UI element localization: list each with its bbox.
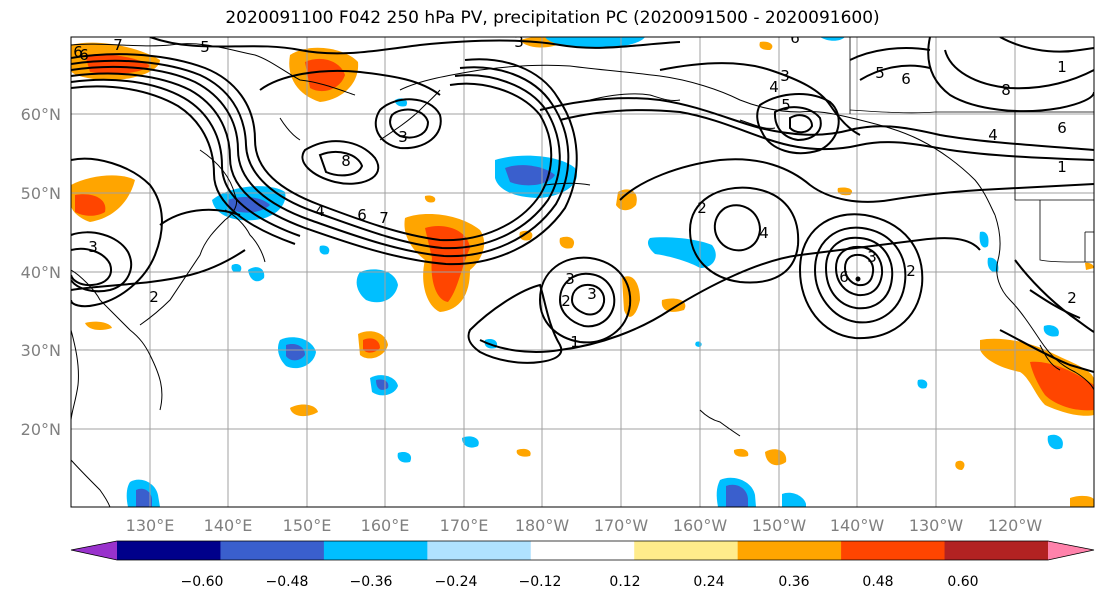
graticule bbox=[71, 37, 1094, 507]
contour-label: 4 bbox=[315, 202, 325, 220]
contour-label: 2 bbox=[149, 288, 159, 306]
colorbar-tick-label: 0.24 bbox=[693, 574, 724, 590]
contour-label: 1 bbox=[570, 333, 580, 351]
contour-label: 3 bbox=[514, 33, 524, 51]
pv-contours bbox=[71, 37, 1094, 373]
colorbar-tick-label: 0.36 bbox=[778, 574, 809, 590]
contour-label: 2 bbox=[697, 199, 707, 217]
colorbar-ticks: −0.60 −0.48 −0.36 −0.24 −0.12 0.12 0.24 … bbox=[181, 574, 979, 590]
contour-label: 7 bbox=[113, 36, 123, 54]
lon-label: 170°W bbox=[594, 516, 649, 535]
colorbar-tick-label: 0.12 bbox=[609, 574, 640, 590]
contour-label: 4 bbox=[988, 126, 998, 144]
colorbar-extend-right bbox=[1048, 541, 1094, 560]
lon-label: 130°E bbox=[126, 516, 175, 535]
precip-negative-patches bbox=[126, 37, 1063, 507]
lon-label: 180°W bbox=[515, 516, 570, 535]
contour-label: 6 bbox=[357, 206, 367, 224]
colorbar-extend-left bbox=[71, 541, 117, 560]
contour-label: 2 bbox=[561, 292, 571, 310]
contour-label: 2 bbox=[1067, 289, 1077, 307]
lon-label: 160°E bbox=[361, 516, 410, 535]
lon-label: 130°W bbox=[909, 516, 964, 535]
colorbar-swatch bbox=[323, 541, 428, 560]
colorbar-swatch bbox=[634, 541, 739, 560]
contour-label: 2 bbox=[906, 262, 916, 280]
contour-label: 3 bbox=[398, 128, 408, 146]
contour-label: 5 bbox=[781, 96, 791, 114]
colorbar-tick-label: −0.60 bbox=[181, 574, 224, 590]
latitude-axis: 60°N 50°N 40°N 30°N 20°N bbox=[21, 105, 61, 439]
colorbar-swatch bbox=[737, 541, 842, 560]
contour-label: 5 bbox=[200, 38, 210, 56]
colorbar-swatch bbox=[530, 541, 635, 560]
contour-label: 6 bbox=[790, 29, 800, 47]
contour-label: 1 bbox=[1057, 158, 1067, 176]
lat-label: 60°N bbox=[21, 105, 61, 124]
lon-label: 170°E bbox=[440, 516, 489, 535]
lon-label: 160°W bbox=[673, 516, 728, 535]
colorbar-tick-label: 0.48 bbox=[862, 574, 893, 590]
lon-label: 140°E bbox=[204, 516, 253, 535]
contour-label: 8 bbox=[1001, 81, 1011, 99]
contour-label: 6 bbox=[901, 70, 911, 88]
lat-label: 20°N bbox=[21, 420, 61, 439]
map-panel: 6 7 5 3 6 1 8 5 6 4 6 1 4 8 3 4 6 7 2 4 bbox=[70, 29, 1095, 508]
colorbar-tick-label: −0.24 bbox=[435, 574, 478, 590]
map-title: 2020091100 F042 250 hPa PV, precipitatio… bbox=[225, 8, 880, 28]
contour-label: 6 bbox=[73, 43, 83, 61]
contour-label: 3 bbox=[88, 238, 98, 256]
contour-labels: 6 7 5 3 6 1 8 5 6 4 6 1 4 8 3 4 6 7 2 4 bbox=[73, 29, 1077, 351]
colorbar-swatch bbox=[427, 541, 532, 560]
contour-label: 3 bbox=[780, 67, 790, 85]
colorbar-swatch bbox=[220, 541, 325, 560]
low-center-marker bbox=[855, 276, 861, 282]
lon-label: 150°W bbox=[752, 516, 807, 535]
longitude-axis: 130°E 140°E 150°E 160°E 170°E 180°W 170°… bbox=[126, 516, 1043, 535]
contour-label: 1 bbox=[1057, 58, 1067, 76]
contour-label: 6 bbox=[1057, 119, 1067, 137]
map-frame bbox=[70, 36, 1095, 508]
lon-label: 140°W bbox=[830, 516, 885, 535]
colorbar-tick-label: 0.60 bbox=[947, 574, 978, 590]
contour-label: 6 bbox=[839, 268, 849, 286]
colorbar-tick-label: −0.48 bbox=[266, 574, 309, 590]
contour-label: 8 bbox=[341, 152, 351, 170]
lon-label: 150°E bbox=[283, 516, 332, 535]
colorbar-outline bbox=[70, 540, 1095, 561]
contour-label: 3 bbox=[587, 285, 597, 303]
colorbar-swatch bbox=[117, 541, 221, 560]
colorbar: −0.60 −0.48 −0.36 −0.24 −0.12 0.12 0.24 … bbox=[70, 540, 1095, 590]
contour-label: 4 bbox=[769, 78, 779, 96]
contour-label: 5 bbox=[875, 64, 885, 82]
contour-label: 3 bbox=[867, 248, 877, 266]
contour-label: 4 bbox=[759, 224, 769, 242]
colorbar-swatch bbox=[944, 541, 1049, 560]
contour-label: 3 bbox=[565, 270, 575, 288]
colorbar-swatches bbox=[117, 541, 1049, 560]
colorbar-tick-label: −0.36 bbox=[350, 574, 393, 590]
lat-label: 50°N bbox=[21, 184, 61, 203]
lat-label: 30°N bbox=[21, 341, 61, 360]
contour-label: 6 bbox=[79, 46, 89, 64]
colorbar-tick-label: −0.12 bbox=[519, 574, 562, 590]
lon-label: 120°W bbox=[988, 516, 1043, 535]
contour-label: 7 bbox=[379, 209, 389, 227]
colorbar-swatch bbox=[841, 541, 946, 560]
lat-label: 40°N bbox=[21, 263, 61, 282]
